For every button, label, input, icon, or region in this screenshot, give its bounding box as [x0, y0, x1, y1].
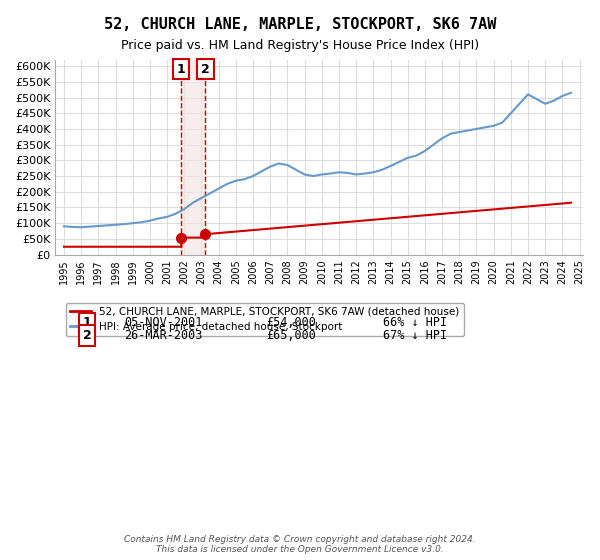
Text: £54,000: £54,000 [266, 316, 316, 329]
Text: 2: 2 [201, 63, 210, 76]
Text: 1: 1 [83, 316, 91, 329]
Text: 67% ↓ HPI: 67% ↓ HPI [383, 329, 446, 342]
Bar [181, 60, 205, 255]
Text: 52, CHURCH LANE, MARPLE, STOCKPORT, SK6 7AW: 52, CHURCH LANE, MARPLE, STOCKPORT, SK6 … [104, 17, 496, 32]
Text: Price paid vs. HM Land Registry's House Price Index (HPI): Price paid vs. HM Land Registry's House … [121, 39, 479, 52]
Legend: 52, CHURCH LANE, MARPLE, STOCKPORT, SK6 7AW (detached house), HPI: Average price: 52, CHURCH LANE, MARPLE, STOCKPORT, SK6 … [66, 302, 464, 336]
Text: 66% ↓ HPI: 66% ↓ HPI [383, 316, 446, 329]
Text: 26-MAR-2003: 26-MAR-2003 [124, 329, 202, 342]
Text: 05-NOV-2001: 05-NOV-2001 [124, 316, 202, 329]
Text: Contains HM Land Registry data © Crown copyright and database right 2024.
This d: Contains HM Land Registry data © Crown c… [124, 535, 476, 554]
Text: 1: 1 [177, 63, 186, 76]
Text: £65,000: £65,000 [266, 329, 316, 342]
Text: 2: 2 [83, 329, 91, 342]
